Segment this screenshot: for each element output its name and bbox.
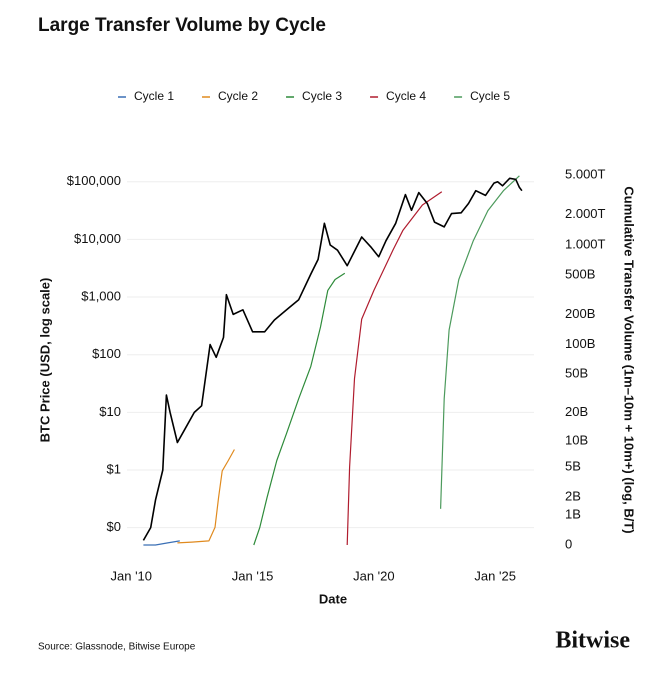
cycle-line bbox=[143, 540, 180, 546]
y2-tick-label: 100B bbox=[565, 336, 595, 351]
legend-label: Cycle 1 bbox=[134, 89, 174, 103]
x-tick-label: Jan '15 bbox=[232, 568, 274, 583]
y2-tick-label: 5B bbox=[565, 459, 581, 474]
x-tick-label: Jan '25 bbox=[474, 568, 516, 583]
y2-tick-label: 5.000T bbox=[565, 166, 606, 181]
y-tick-label: $1 bbox=[107, 461, 121, 476]
y-tick-label: $100,000 bbox=[67, 173, 121, 188]
y2-tick-label: 2B bbox=[565, 489, 581, 504]
price-line bbox=[142, 177, 523, 541]
source-note: Source: Glassnode, Bitwise Europe bbox=[38, 642, 196, 653]
x-axis-label: Date bbox=[319, 591, 347, 606]
y2-tick-label: 20B bbox=[565, 404, 588, 419]
legend-label: Cycle 3 bbox=[302, 89, 342, 103]
y-tick-label: $100 bbox=[92, 346, 121, 361]
y2-tick-label: 500B bbox=[565, 266, 595, 281]
chart-title: Large Transfer Volume by Cycle bbox=[38, 15, 326, 36]
cycle-line bbox=[346, 191, 443, 546]
y2-tick-label: 2.000T bbox=[565, 206, 606, 221]
brand-logo: Bitwise bbox=[555, 628, 630, 654]
y2-tick-label: 0 bbox=[565, 536, 572, 551]
y2-tick-label: 200B bbox=[565, 306, 595, 321]
x-tick-label: Jan '10 bbox=[111, 568, 153, 583]
x-tick-label: Jan '20 bbox=[353, 568, 395, 583]
y2-axis-label: Cumulative Transfer Volume (1m–10m + 10m… bbox=[622, 186, 637, 533]
y2-tick-label: 50B bbox=[565, 366, 588, 381]
y-axis-label: BTC Price (USD, log scale) bbox=[37, 278, 52, 443]
y-tick-label: $10,000 bbox=[74, 231, 121, 246]
y-tick-label: $0 bbox=[107, 519, 121, 534]
y-tick-label: $10 bbox=[99, 404, 121, 419]
cycle-line bbox=[440, 175, 520, 509]
cycle-line bbox=[253, 272, 346, 546]
y2-tick-label: 1B bbox=[565, 506, 581, 521]
y2-tick-label: 10B bbox=[565, 432, 588, 447]
legend-label: Cycle 2 bbox=[218, 89, 258, 103]
legend-label: Cycle 4 bbox=[386, 89, 426, 103]
cycle-line bbox=[177, 449, 235, 544]
y-tick-label: $1,000 bbox=[81, 288, 121, 303]
legend-label: Cycle 5 bbox=[470, 89, 510, 103]
y2-tick-label: 1.000T bbox=[565, 236, 606, 251]
